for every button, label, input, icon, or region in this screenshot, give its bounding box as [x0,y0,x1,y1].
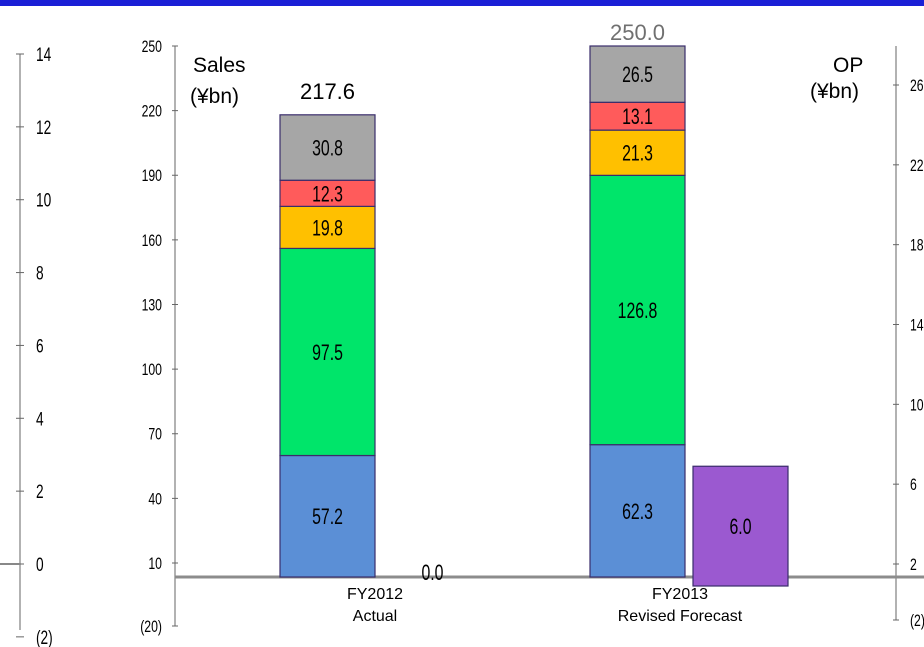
sales-axis-tick-label: (20) [140,618,162,636]
op-bar-label: 0.0 [421,562,443,586]
sales-bar-segment [589,444,686,578]
op-axis-tick-label: 22 [910,157,924,175]
op-bar-label: 6.0 [729,516,751,540]
op-axis-tick-label: (2) [910,612,924,630]
op-axis-tick-label: 10 [910,397,924,415]
op-axis-unit: (¥bn) [810,80,859,103]
sales-axis-tick-label: 190 [142,167,162,185]
far-left-axis-tick-label: 12 [36,117,51,139]
sales-segment-label: 21.3 [622,142,653,166]
sales-axis-tick-label: 70 [148,426,162,444]
sales-axis-tick-label: 40 [148,491,162,509]
sales-segment-label: 97.5 [312,342,343,366]
far-left-axis-tick-label: 0 [36,554,44,576]
sales-segment-label: 57.2 [312,506,343,530]
sales-segment-label: 30.8 [312,137,343,161]
category-label: FY2013 [652,586,708,603]
sales-axis-tick-label: 130 [142,297,162,315]
sales-bar-segment [589,174,686,446]
op-axis-tick-label: 14 [910,317,924,335]
sales-segment-label: 26.5 [622,64,653,88]
op-axis-tick-label: 2 [910,556,917,574]
op-axis-tick-label: 18 [910,237,924,255]
op-axis-label: OP [833,54,863,77]
sales-total-label: 217.6 [300,79,355,104]
category-label: Revised Forecast [618,608,743,625]
op-bar [692,465,789,587]
category-label: FY2012 [347,586,403,603]
sales-segment-label: 62.3 [622,500,653,524]
far-left-axis-tick-label: 6 [36,335,44,357]
category-label: Actual [353,608,397,625]
sales-segment-label: 12.3 [312,183,343,207]
op-axis-tick-label: 26 [910,77,924,95]
sales-axis-tick-label: 250 [142,38,162,56]
sales-axis-tick-label: 100 [142,361,162,379]
far-left-axis-tick-label: (2) [36,627,53,647]
far-left-axis-tick-label: 2 [36,481,44,503]
sales-bar-segment [589,45,686,103]
sales-bar-segment [279,179,376,207]
sales-total-label: 250.0 [610,20,665,45]
sales-bar-segment [279,454,376,578]
sales-bar-segment [589,129,686,176]
far-left-axis-tick-label: 4 [36,408,44,430]
sales-axis-tick-label: 220 [142,103,162,121]
far-left-axis-tick-label: 14 [36,44,51,66]
top-accent-bar [0,0,924,6]
sales-bar-segment [279,114,376,181]
op-axis-tick-label: 6 [910,476,917,494]
far-left-axis-tick-label: 8 [36,262,44,284]
sales-segment-label: 13.1 [622,106,653,130]
far-left-axis-tick-label: 10 [36,189,51,211]
sales-segment-label: 19.8 [312,217,343,241]
sales-axis-unit: (¥bn) [190,85,239,108]
sales-axis-label: Sales [193,54,246,77]
sales-segment-label: 126.8 [618,300,658,324]
sales-axis-tick-label: 10 [148,555,162,573]
sales-bar-segment [589,101,686,131]
sales-bar-segment [279,247,376,457]
sales-axis-tick-label: 160 [142,232,162,250]
